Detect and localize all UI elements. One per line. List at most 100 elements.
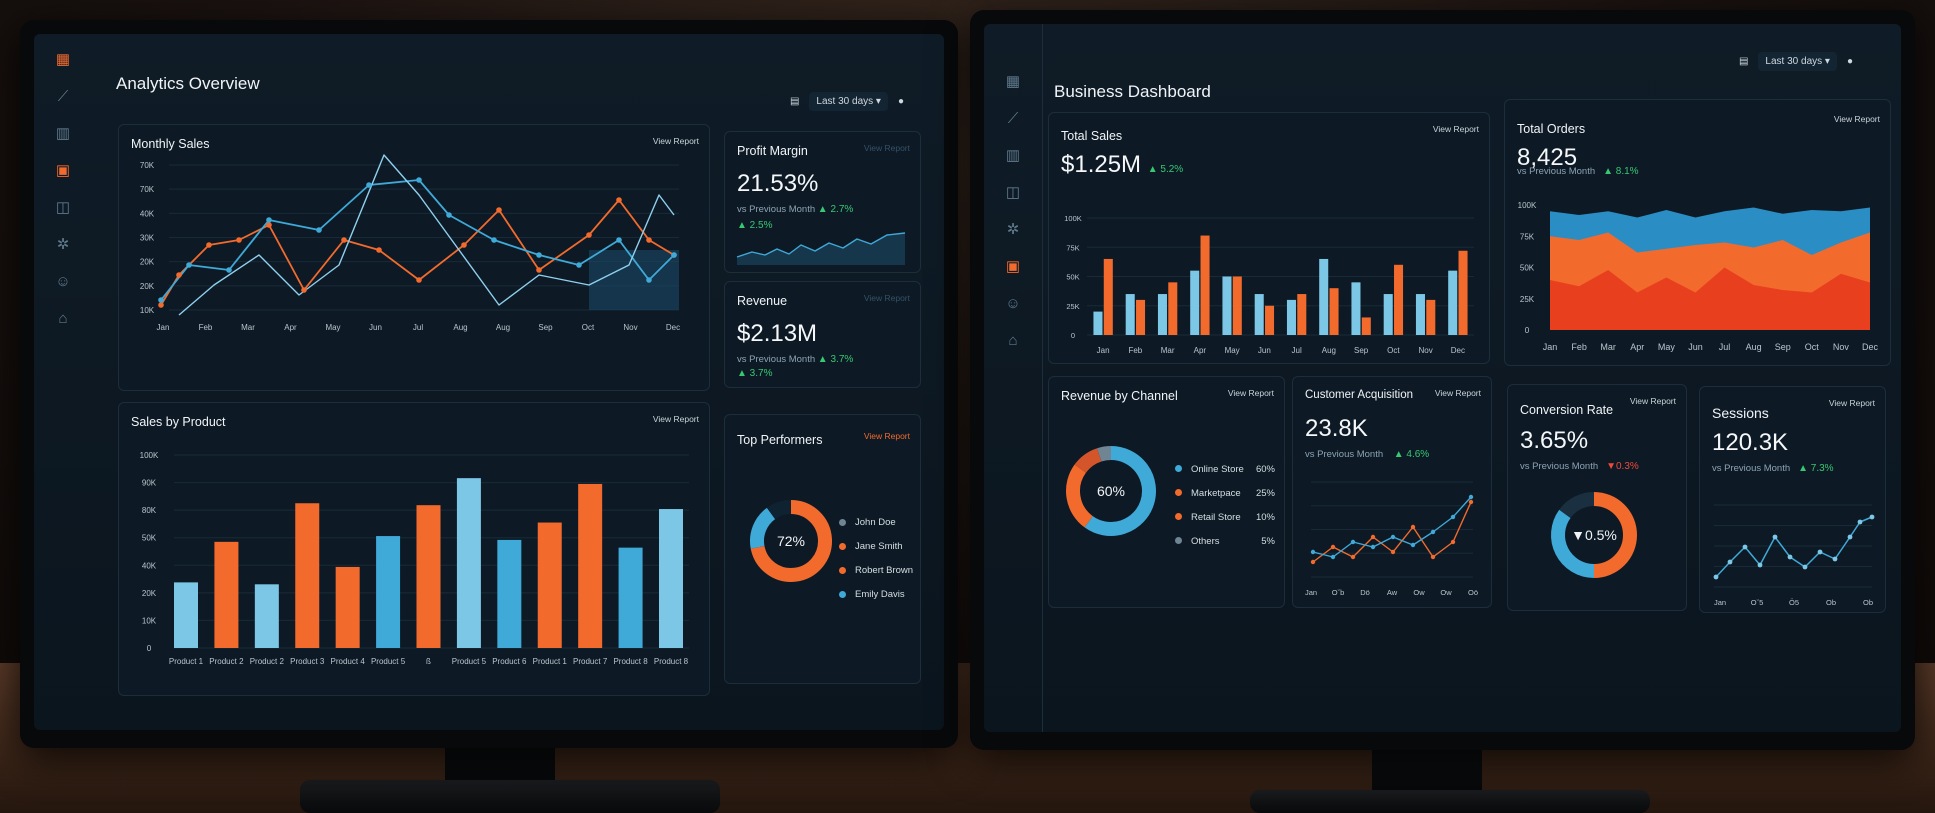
- acq-point: [1410, 524, 1416, 530]
- view-report-link[interactable]: View Report: [1828, 398, 1875, 408]
- legend-item: Jane Smith: [839, 534, 913, 558]
- x-tick-label: Sep: [1775, 342, 1791, 352]
- people-icon[interactable]: ◫: [55, 199, 71, 216]
- user-icon[interactable]: ●: [897, 96, 904, 107]
- y-tick-label: 20K: [140, 258, 155, 267]
- home-icon[interactable]: ⌂: [58, 310, 68, 327]
- y-tick-label: 70K: [140, 185, 155, 194]
- x-tick-label: Nov: [1419, 346, 1433, 355]
- date-range-select[interactable]: Last 30 days ▾: [809, 92, 888, 111]
- legend-entry: Retail Store: [1175, 512, 1241, 523]
- sessions-value: 120.3K: [1712, 429, 1789, 456]
- profit-margin-card: Profit Margin View Report 21.53% vs Prev…: [724, 131, 921, 273]
- legend-item: Others 5%: [1175, 529, 1275, 553]
- legend-dot: [1175, 536, 1182, 544]
- x-tick-label: May: [1658, 342, 1676, 352]
- sales-bar: [1190, 270, 1200, 335]
- y-tick-label: 10K: [140, 306, 155, 315]
- sales-point: [366, 182, 372, 188]
- compare-text: vs Previous Month: [737, 354, 816, 365]
- x-tick-label: Product 8: [613, 657, 648, 666]
- settings-icon[interactable]: ✲: [56, 236, 70, 253]
- x-tick-label: Apr: [284, 323, 297, 332]
- card-title: Sessions: [1712, 405, 1769, 421]
- view-report-link[interactable]: View Report: [1833, 114, 1880, 124]
- grid-icon[interactable]: ▦: [1005, 73, 1021, 90]
- acq-point: [1468, 494, 1474, 500]
- view-report-link[interactable]: View Report: [652, 414, 699, 424]
- legend-item: Emily Davis: [839, 582, 913, 606]
- delta-badge: ▲ 4.6%: [1393, 449, 1430, 460]
- view-report-link[interactable]: View Report: [1434, 388, 1481, 398]
- sales-bar: [1286, 299, 1296, 335]
- legend-dot: [839, 566, 846, 574]
- legend-label: Retail Store: [1191, 511, 1241, 523]
- line-chart-icon[interactable]: ⟋: [57, 88, 69, 105]
- calendar-icon[interactable]: ▣: [1005, 258, 1021, 275]
- view-report-link[interactable]: View Report: [652, 136, 699, 146]
- legend-item: Marketpace 25%: [1175, 481, 1275, 505]
- legend-dot: [839, 518, 846, 526]
- calendar-icon[interactable]: ▤: [789, 96, 800, 107]
- y-tick-label: 0: [1071, 331, 1075, 340]
- x-tick-label: Product 2: [250, 657, 285, 666]
- sales-point: [576, 262, 582, 268]
- sessions-point: [1817, 549, 1823, 555]
- view-report-link[interactable]: View Report: [1629, 396, 1676, 406]
- y-tick-label: 40K: [140, 209, 155, 218]
- sales-point: [646, 237, 652, 243]
- calendar-icon[interactable]: ▣: [55, 162, 71, 179]
- sales-bar: [1415, 294, 1425, 335]
- view-report-link[interactable]: View Report: [863, 143, 910, 153]
- sparkline-area: [737, 233, 905, 265]
- grid-icon[interactable]: ▦: [55, 51, 71, 68]
- top-performers-legend: John Doe Jane Smith Robert Brown Emily Davi…: [839, 510, 913, 606]
- sessions-point: [1802, 564, 1808, 570]
- group-icon[interactable]: ☺: [1005, 295, 1021, 312]
- x-tick-label: Mar: [1600, 342, 1616, 352]
- group-icon[interactable]: ☺: [55, 273, 71, 290]
- calendar-icon[interactable]: ▤: [1738, 56, 1749, 67]
- view-report-link[interactable]: View Report: [1432, 124, 1479, 134]
- product-bar: [537, 522, 562, 648]
- user-icon[interactable]: ●: [1846, 56, 1853, 67]
- y-tick-label: 0: [147, 644, 152, 653]
- bar-chart-icon[interactable]: ▥: [1005, 147, 1021, 164]
- sales-point: [301, 287, 307, 293]
- sparkline: [736, 232, 906, 258]
- product-bar: [618, 547, 643, 648]
- date-range-select[interactable]: Last 30 days ▾: [1758, 52, 1837, 71]
- donut-center-label: 72%: [777, 533, 805, 549]
- home-icon[interactable]: ⌂: [1008, 332, 1018, 349]
- delta-badge: ▼0.3%: [1606, 461, 1639, 472]
- x-tick-label: Jan: [1097, 346, 1110, 355]
- x-tick-label: Nov: [1833, 342, 1850, 352]
- delta-badge: ▲ 2.7%: [817, 204, 854, 215]
- view-report-link[interactable]: View Report: [863, 431, 910, 441]
- x-tick-label: Product 7: [573, 657, 608, 666]
- revenue-value: $2.13M: [737, 320, 818, 347]
- header-controls: ▤ Last 30 days ▾ ●: [790, 92, 904, 111]
- product-bar: [295, 503, 320, 648]
- sessions-card: Sessions View Report 120.3K vs Previous …: [1699, 386, 1886, 613]
- view-report-link[interactable]: View Report: [863, 293, 910, 303]
- bar-chart-icon[interactable]: ▥: [55, 125, 71, 142]
- line-chart-icon[interactable]: ⟋: [1007, 110, 1019, 127]
- product-bar: [456, 478, 481, 648]
- y-tick-label: 20K: [142, 589, 157, 598]
- sales-bar: [1125, 294, 1135, 335]
- sales-point: [206, 242, 212, 248]
- date-range-label: Last 30 days: [816, 96, 874, 107]
- x-tick-label: Product 5: [452, 657, 487, 666]
- sales-point: [416, 177, 422, 183]
- header-controls: ▤ Last 30 days ▾ ●: [1739, 52, 1853, 71]
- sales-point: [266, 222, 272, 228]
- settings-icon[interactable]: ✲: [1006, 221, 1020, 238]
- delta-badge: ▲ 5.2%: [1147, 164, 1184, 175]
- product-bar: [335, 566, 360, 648]
- profit-margin-value: 21.53%: [737, 170, 819, 197]
- people-icon[interactable]: ◫: [1005, 184, 1021, 201]
- x-tick-label: Product 1: [533, 657, 568, 666]
- sales-bar: [1093, 311, 1103, 335]
- view-report-link[interactable]: View Report: [1227, 388, 1274, 398]
